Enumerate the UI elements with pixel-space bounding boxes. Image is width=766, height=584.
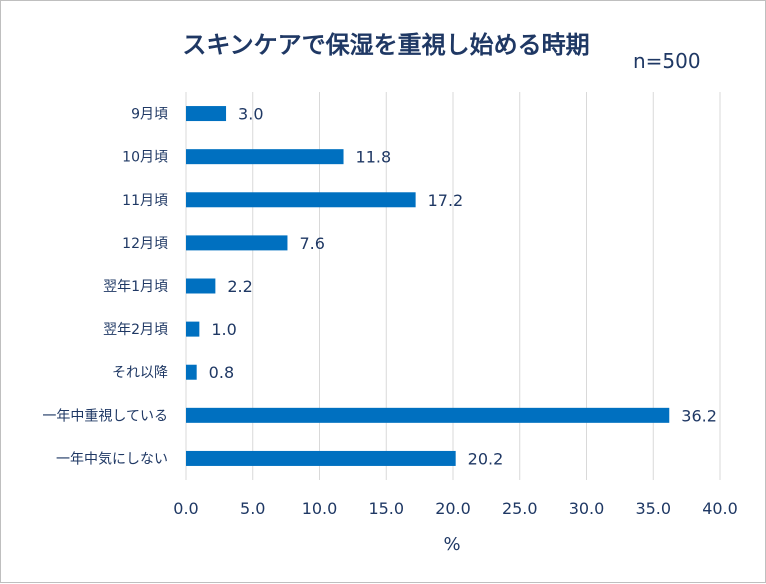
data-label: 0.8 bbox=[209, 363, 234, 382]
x-tick-label: 0.0 bbox=[173, 499, 198, 518]
x-tick-label: 15.0 bbox=[368, 499, 404, 518]
data-label: 36.2 bbox=[681, 406, 717, 425]
bar bbox=[186, 407, 670, 423]
data-label: 2.2 bbox=[227, 277, 252, 296]
data-label: 11.8 bbox=[356, 148, 392, 167]
category-label: 11月頃 bbox=[122, 193, 168, 209]
x-tick-label: 10.0 bbox=[302, 499, 338, 518]
bar bbox=[186, 106, 227, 122]
bar bbox=[186, 321, 200, 337]
bars bbox=[186, 106, 670, 466]
data-label: 1.0 bbox=[211, 320, 236, 339]
x-tick-label: 40.0 bbox=[702, 499, 738, 518]
chart-title: スキンケアで保湿を重視し始める時期 bbox=[182, 31, 590, 59]
x-tick-label: 30.0 bbox=[569, 499, 605, 518]
data-label: 17.2 bbox=[428, 191, 464, 210]
x-tick-label: 35.0 bbox=[635, 499, 671, 518]
category-label: それ以降 bbox=[112, 365, 168, 381]
category-label: 一年中気にしない bbox=[56, 451, 168, 467]
category-label: 12月頃 bbox=[122, 236, 168, 252]
data-label: 7.6 bbox=[299, 234, 324, 253]
bar bbox=[186, 149, 344, 165]
bar bbox=[186, 235, 288, 251]
sample-size-note: n=500 bbox=[633, 49, 701, 73]
bar bbox=[186, 278, 216, 294]
data-label: 20.2 bbox=[468, 449, 504, 468]
category-label: 一年中重視している bbox=[42, 408, 168, 424]
x-axis-title: % bbox=[443, 534, 460, 555]
bar bbox=[186, 450, 456, 466]
bar bbox=[186, 192, 416, 208]
x-tick-label: 25.0 bbox=[502, 499, 538, 518]
x-tick-label: 20.0 bbox=[435, 499, 471, 518]
labels: 0.0 5.0 10.0 15.0 20.0 25.0 30.0 35.0 40.0 9月頃 3.0… bbox=[42, 105, 737, 518]
category-label: 翌年1月頃 bbox=[103, 279, 168, 295]
category-label: 9月頃 bbox=[131, 107, 168, 123]
data-label: 3.0 bbox=[238, 105, 263, 124]
x-tick-label: 5.0 bbox=[240, 499, 265, 518]
bar bbox=[186, 364, 197, 380]
category-label: 10月頃 bbox=[122, 150, 168, 166]
category-label: 翌年2月頃 bbox=[103, 322, 168, 338]
